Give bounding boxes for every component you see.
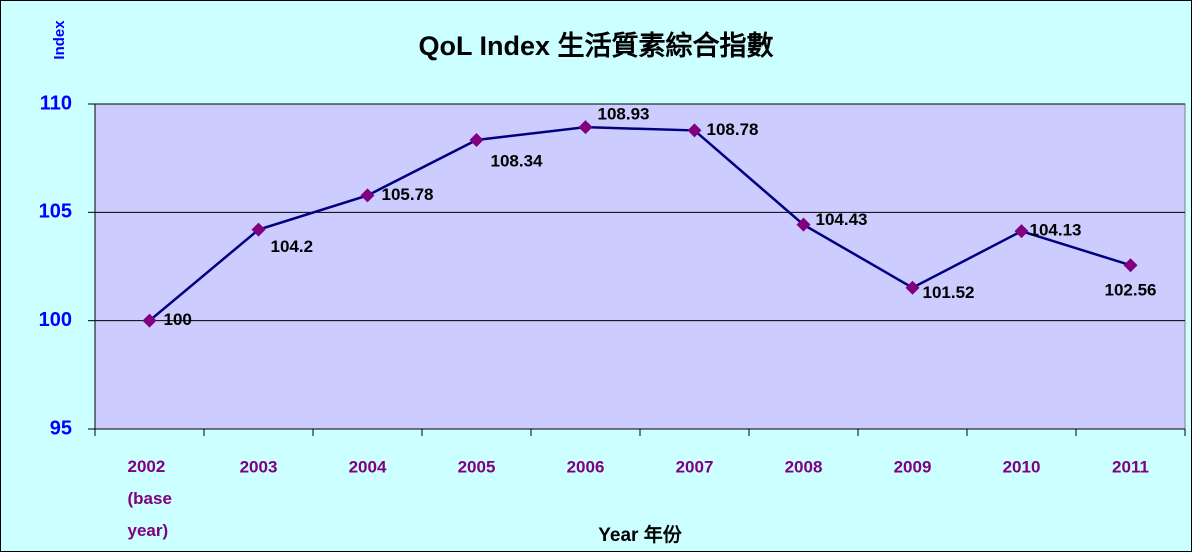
- data-marker: [796, 217, 811, 232]
- data-marker: [142, 313, 157, 328]
- data-marker: [251, 222, 266, 237]
- x-tick-label: 2006: [567, 457, 605, 476]
- data-marker: [687, 123, 702, 138]
- data-label: 108.93: [598, 105, 650, 124]
- y-tick-label: 95: [50, 417, 72, 439]
- data-marker: [360, 188, 375, 203]
- y-axis-label: Index: [51, 20, 68, 60]
- x-tick-label: 2005: [458, 457, 496, 476]
- data-marker: [469, 132, 484, 147]
- x-tick-label: 2002 (base year): [128, 457, 172, 540]
- x-tick-label: 2008: [785, 457, 823, 476]
- data-label: 108.34: [491, 151, 544, 170]
- y-tick-label: 105: [39, 201, 72, 223]
- data-label: 101.52: [923, 283, 975, 302]
- data-label: 105.78: [382, 185, 434, 204]
- data-label: 104.13: [1030, 221, 1082, 240]
- data-label: 104.43: [816, 210, 868, 229]
- data-label: 104.2: [271, 237, 314, 256]
- chart-title: QoL Index 生活質素綜合指數: [418, 30, 773, 61]
- data-marker: [905, 280, 920, 295]
- y-tick-label: 100: [39, 309, 72, 331]
- y-tick-label: 110: [40, 92, 72, 114]
- data-label: 108.78: [707, 120, 759, 139]
- x-axis-label: Year 年份: [598, 523, 682, 546]
- x-tick-label: 2009: [894, 457, 932, 476]
- data-marker: [1123, 258, 1138, 273]
- x-tick-label: 2003: [240, 457, 278, 476]
- data-label: 100: [164, 310, 192, 329]
- data-line: [148, 125, 1131, 322]
- plot-area: [94, 103, 1186, 430]
- data-marker: [578, 120, 593, 135]
- x-tick-label: 2011: [1112, 457, 1149, 476]
- data-marker: [1014, 224, 1029, 239]
- x-tick-label: 2004: [349, 457, 387, 476]
- x-tick-label: 2010: [1003, 457, 1041, 476]
- data-label: 102.56: [1105, 281, 1157, 300]
- x-tick-label: 2007: [676, 457, 714, 476]
